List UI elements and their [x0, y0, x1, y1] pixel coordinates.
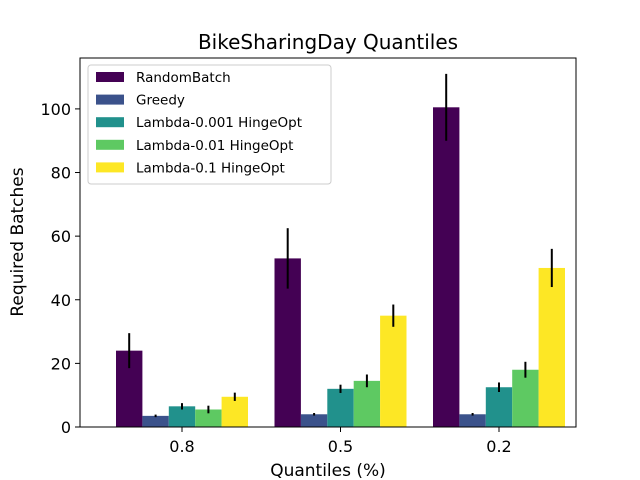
- legend-label: Lambda-0.001 HingeOpt: [136, 115, 302, 131]
- legend-swatch: [96, 117, 124, 128]
- error-bars-layer: [128, 73, 553, 418]
- legend-label: RandomBatch: [136, 70, 231, 86]
- bar-lambda-0-001-hingeopt-0_5: [327, 388, 354, 427]
- x-tick-label: 0.8: [169, 437, 194, 456]
- bar-lambda-0-001-hingeopt-0_2: [485, 387, 513, 427]
- bar-greedy-0_2: [459, 414, 486, 427]
- bar-lambda-0-1-hingeopt-0_2: [538, 267, 565, 427]
- x-axis-label: Quantiles (%): [270, 461, 386, 480]
- bar-lambda-0-01-hingeopt-0_8: [195, 409, 222, 427]
- bars-layer: [116, 107, 565, 428]
- x-tick-label: 0.2: [486, 437, 511, 456]
- bar-randombatch-0_2: [433, 107, 460, 428]
- y-tick-label: 0: [61, 418, 71, 437]
- y-tick-label: 80: [51, 164, 71, 183]
- bar-lambda-0-001-hingeopt-0_8: [168, 406, 196, 427]
- bar-greedy-0_8: [142, 415, 169, 427]
- bar-lambda-0-01-hingeopt-0_5: [353, 380, 381, 427]
- plot-frame: [79, 57, 577, 428]
- bar-lambda-0-1-hingeopt-0_8: [221, 396, 248, 427]
- y-tick-label: 40: [51, 291, 71, 310]
- bar-lambda-0-01-hingeopt-0_2: [512, 369, 539, 427]
- legend-swatch: [96, 139, 124, 150]
- x-tick-label: 0.5: [328, 437, 353, 456]
- legend-frame: [87, 64, 332, 185]
- y-axis-label: Required Batches: [8, 167, 28, 316]
- legend: RandomBatch Greedy Lambda-0.001 HingeOpt La…: [87, 64, 332, 185]
- y-tick-label: 60: [51, 227, 71, 246]
- legend-label: Lambda-0.01 HingeOpt: [136, 138, 293, 154]
- y-tick-label: 100: [40, 100, 71, 119]
- legend-label: Greedy: [136, 93, 185, 109]
- bar-lambda-0-1-hingeopt-0_5: [380, 315, 407, 427]
- legend-swatch: [96, 162, 124, 173]
- bar-greedy-0_5: [300, 414, 328, 427]
- y-tick-label: 20: [51, 354, 71, 373]
- y-axis-ticks: 0 20 40 60 80 100: [40, 100, 80, 437]
- x-axis-ticks: 0.8 0.5 0.2: [169, 427, 512, 456]
- legend-swatch: [96, 94, 124, 105]
- legend-swatch: [96, 72, 124, 82]
- legend-label: Lambda-0.1 HingeOpt: [136, 160, 285, 176]
- chart-title: BikeSharingDay Quantiles: [198, 30, 458, 54]
